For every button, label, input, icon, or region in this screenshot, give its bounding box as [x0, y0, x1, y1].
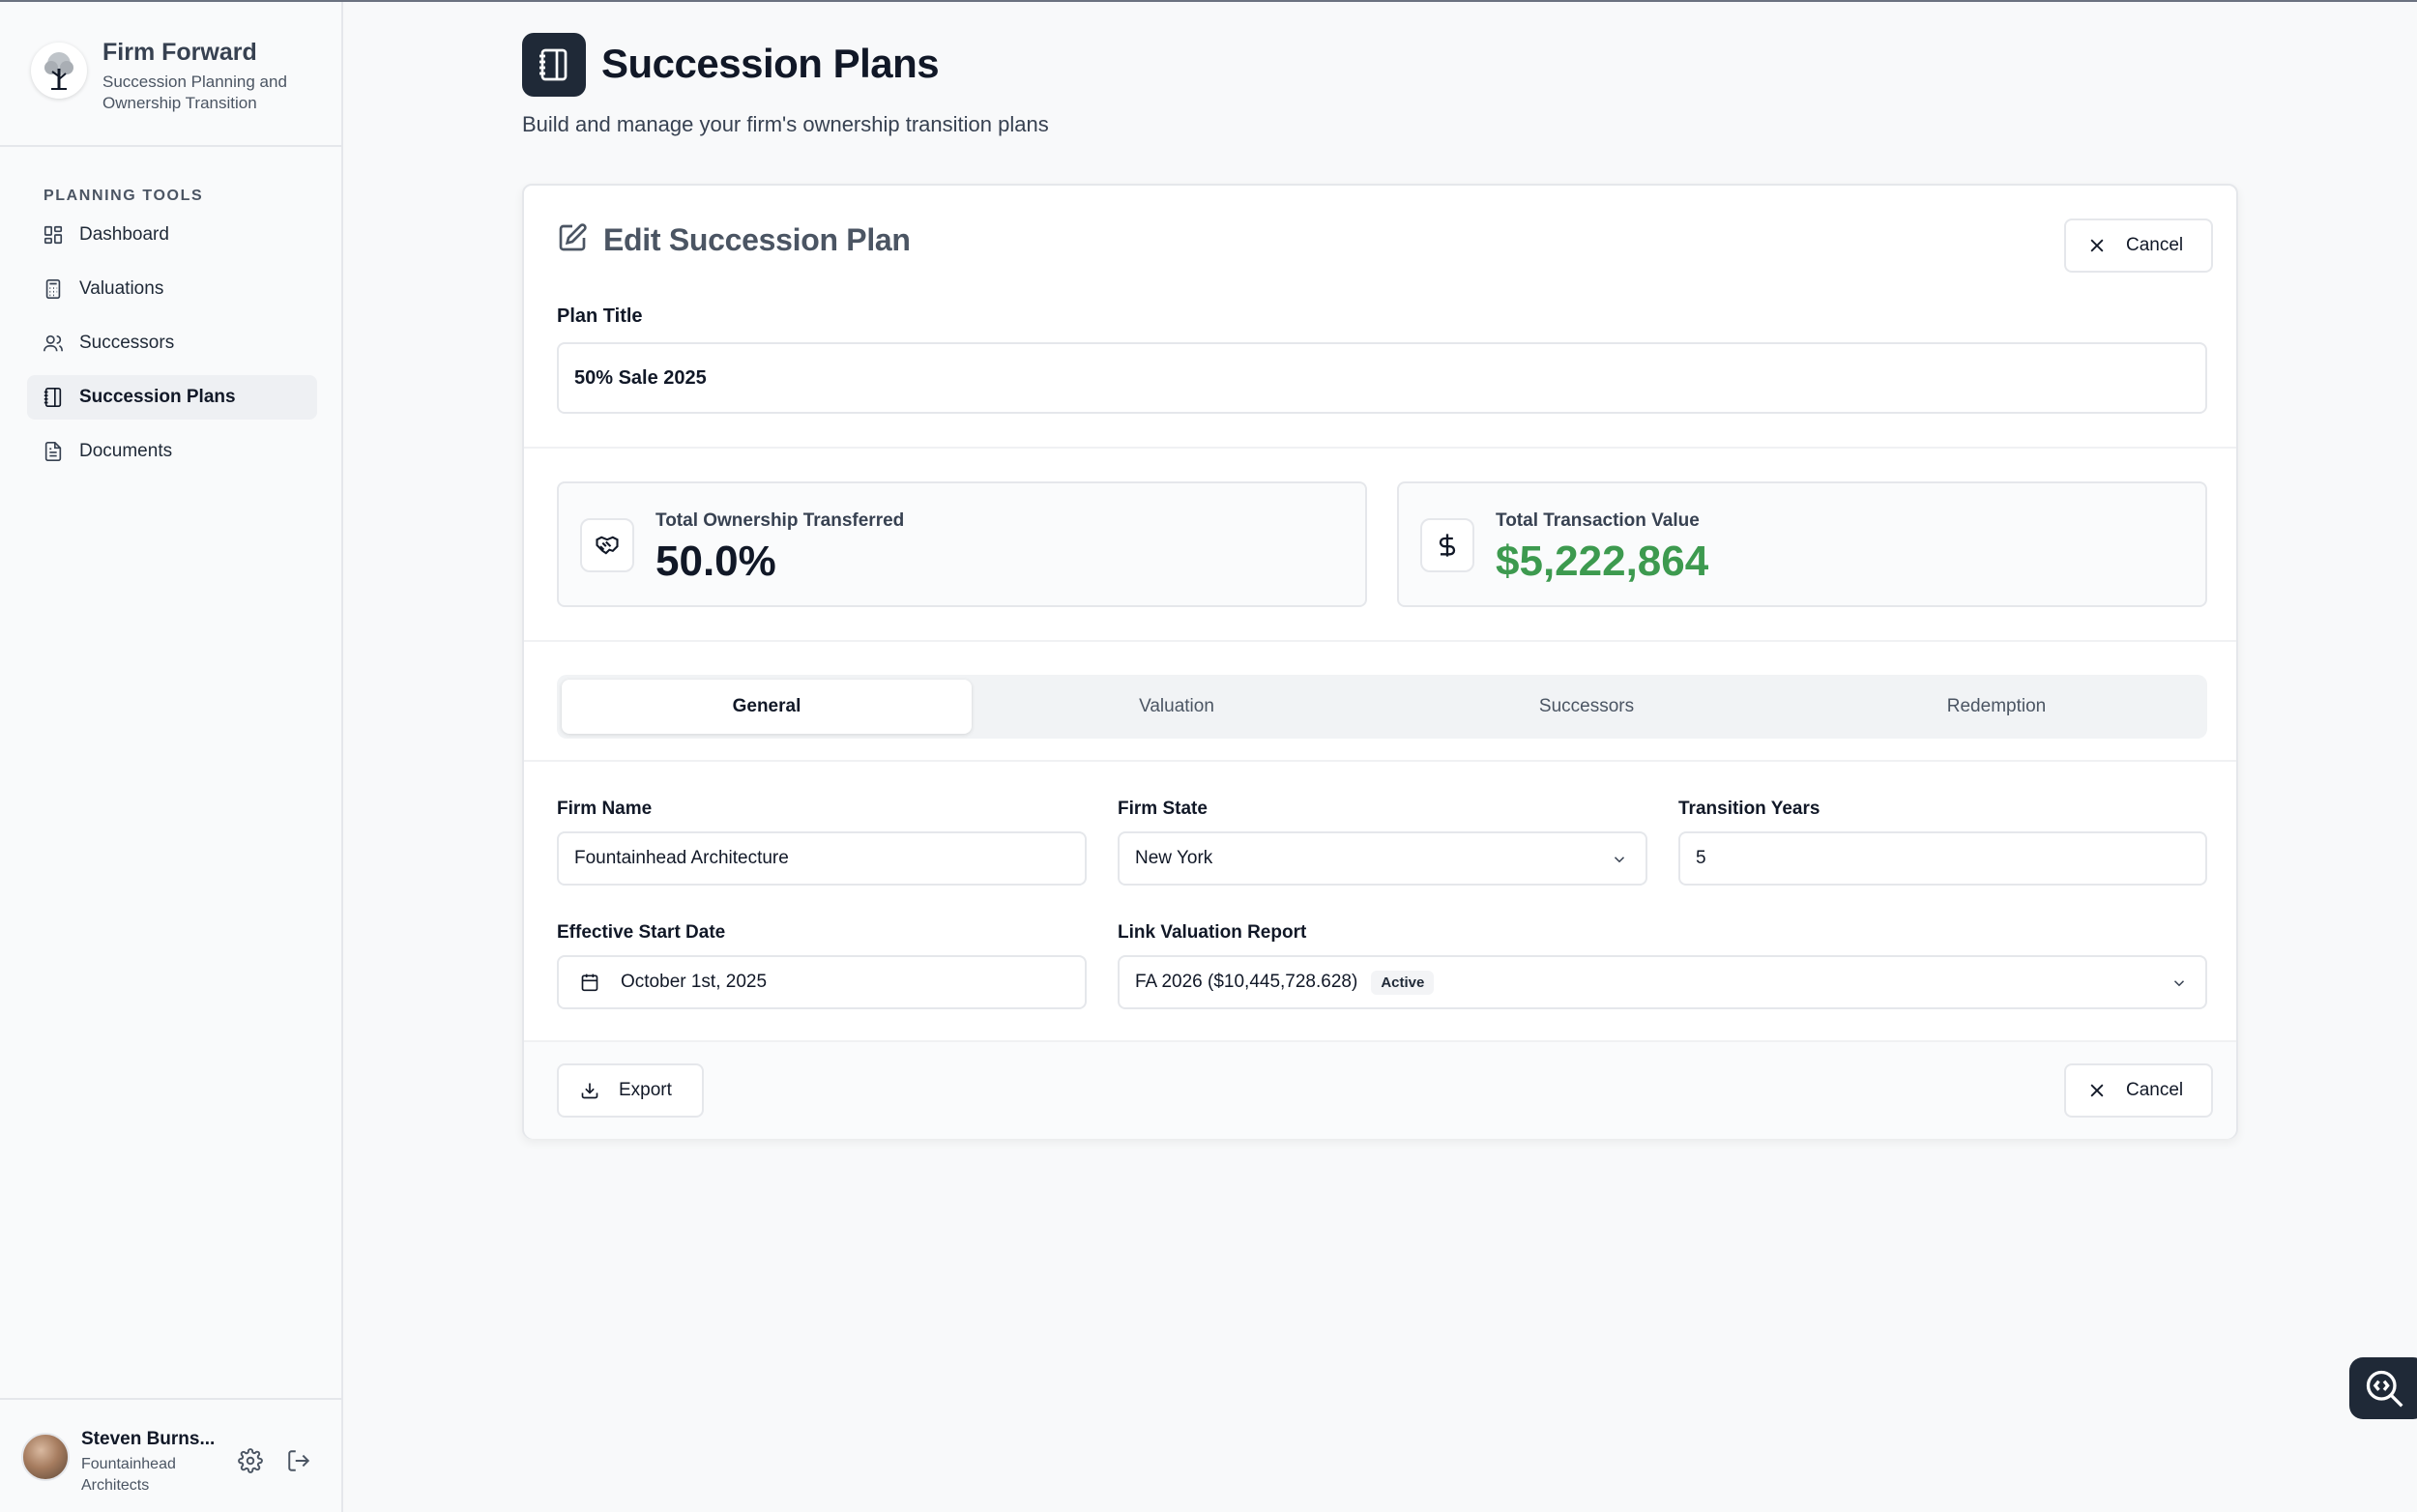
users-icon: [44, 334, 63, 352]
transition-years-input[interactable]: 5: [1678, 831, 2207, 886]
cancel-button-label: Cancel: [2126, 235, 2184, 255]
sidebar-item-label: Valuations: [79, 278, 164, 299]
notebook-icon: [44, 388, 62, 407]
chevron-down-icon: [2173, 980, 2185, 987]
dollar-icon: [1420, 518, 1474, 572]
start-date-picker[interactable]: October 1st, 2025: [557, 955, 1087, 1009]
start-date-label: Effective Start Date: [557, 922, 726, 943]
user-firm: Fountainhead Architects: [81, 1456, 176, 1494]
sidebar-item-label: Successors: [79, 333, 175, 353]
plan-tabs: General Valuation Successors Redemption: [557, 675, 2207, 739]
status-badge: Active: [1371, 970, 1435, 995]
footer-cancel-button[interactable]: Cancel: [2064, 1063, 2213, 1118]
sidebar-item-documents[interactable]: Documents: [27, 429, 317, 474]
transaction-label: Total Transaction Value: [1496, 510, 1700, 531]
cancel-button[interactable]: Cancel: [2064, 218, 2213, 273]
user-name: Steven Burns...: [81, 1429, 216, 1449]
app-name: Firm Forward: [102, 39, 257, 66]
transaction-stat-card: Total Transaction Value $5,222,864: [1397, 481, 2207, 607]
sidebar-item-succession-plans[interactable]: Succession Plans: [27, 375, 317, 420]
sidebar-item-successors[interactable]: Successors: [27, 321, 317, 365]
start-date-value: October 1st, 2025: [621, 972, 768, 992]
firm-name-input[interactable]: Fountainhead Architecture: [557, 831, 1087, 886]
handshake-icon: [580, 518, 634, 572]
logout-icon[interactable]: [286, 1448, 311, 1473]
edit-plan-card: Edit Succession Plan Cancel Plan Title 5…: [522, 184, 2238, 1139]
export-button-label: Export: [619, 1080, 672, 1100]
firm-state-label: Firm State: [1118, 799, 1208, 819]
firm-state-select[interactable]: New York: [1118, 831, 1647, 886]
divider: [524, 760, 2236, 762]
sidebar: Firm Forward Succession Planning and Own…: [0, 2, 343, 1512]
sidebar-item-label: Succession Plans: [79, 387, 236, 407]
sidebar-nav: Dashboard Valuations Successors Successi…: [27, 213, 317, 483]
firm-state-value: New York: [1135, 848, 1213, 868]
dashboard-icon: [44, 225, 63, 245]
tab-valuation[interactable]: Valuation: [1139, 696, 1214, 716]
firm-name-label: Firm Name: [557, 799, 653, 819]
footer-cancel-label: Cancel: [2126, 1080, 2184, 1100]
plan-title-label: Plan Title: [557, 305, 643, 327]
transaction-value: $5,222,864: [1496, 538, 1709, 585]
gear-icon[interactable]: [238, 1448, 263, 1473]
notebook-icon: [522, 33, 586, 97]
transition-years-label: Transition Years: [1678, 799, 1820, 819]
ownership-label: Total Ownership Transferred: [655, 510, 905, 531]
sidebar-item-label: Dashboard: [79, 224, 169, 245]
page-subtitle: Build and manage your firm's ownership t…: [522, 112, 1049, 136]
export-button[interactable]: Export: [557, 1063, 704, 1118]
download-icon: [581, 1083, 598, 1099]
close-icon: [2090, 239, 2104, 252]
brand: Firm Forward Succession Planning and Own…: [0, 2, 341, 147]
sidebar-item-dashboard[interactable]: Dashboard: [27, 213, 317, 257]
valuation-report-value: FA 2026 ($10,445,728.628): [1135, 972, 1358, 992]
ownership-value: 50.0%: [655, 538, 776, 585]
nav-heading: PLANNING TOOLS: [44, 188, 204, 204]
tree-logo-icon[interactable]: [31, 43, 87, 99]
close-icon: [2090, 1084, 2104, 1097]
calendar-icon: [581, 974, 598, 992]
edit-icon: [559, 223, 587, 251]
chevron-down-icon: [1614, 857, 1625, 863]
card-footer: [524, 1040, 2236, 1139]
plan-title-input[interactable]: 50% Sale 2025: [557, 342, 2207, 414]
valuation-report-label: Link Valuation Report: [1118, 922, 1307, 943]
app-tagline: Succession Planning and Ownership Transi…: [102, 73, 287, 112]
tab-successors[interactable]: Successors: [1538, 696, 1635, 716]
sidebar-item-label: Documents: [79, 441, 173, 461]
sidebar-item-valuations[interactable]: Valuations: [27, 267, 317, 311]
divider: [524, 447, 2236, 449]
calculator-icon: [45, 279, 61, 299]
code-search-icon: [2366, 1370, 2403, 1408]
user-profile: Steven Burns... Fountainhead Architects: [0, 1398, 341, 1512]
ownership-stat-card: Total Ownership Transferred 50.0%: [557, 481, 1367, 607]
avatar[interactable]: [21, 1433, 70, 1481]
tab-general[interactable]: General: [562, 680, 972, 734]
page-title: Succession Plans: [601, 41, 940, 86]
valuation-report-select[interactable]: FA 2026 ($10,445,728.628) Active: [1118, 955, 2207, 1009]
tab-redemption[interactable]: Redemption: [1946, 696, 2047, 716]
divider: [524, 640, 2236, 642]
code-search-button[interactable]: [2349, 1357, 2417, 1419]
document-icon: [44, 442, 62, 461]
top-border: [0, 0, 2417, 2]
card-title: Edit Succession Plan: [603, 222, 911, 257]
